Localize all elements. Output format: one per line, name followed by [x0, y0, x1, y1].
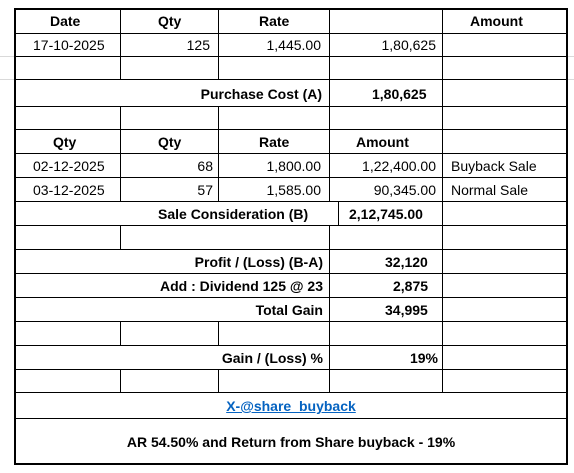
col-line: [120, 106, 121, 129]
twitter-handle-link[interactable]: X-@share_buyback: [226, 398, 356, 414]
col-line: [329, 56, 330, 79]
col-line: [329, 8, 330, 56]
row-line: [14, 273, 568, 274]
col-line: [218, 321, 219, 345]
sale-consideration-label: Sale Consideration (B): [158, 206, 309, 222]
row-line: [14, 321, 568, 322]
header-amount: Amount: [470, 13, 523, 29]
row-line: [14, 56, 568, 57]
col-line: [329, 249, 330, 321]
col-line: [442, 249, 443, 321]
col-line: [442, 321, 443, 345]
sale-row-qty: 68: [197, 158, 213, 174]
col-line: [442, 369, 443, 392]
total-gain-value: 34,995: [385, 302, 428, 318]
col-line: [442, 79, 443, 106]
header-rate: Rate: [259, 13, 290, 29]
sale-row-amount: 1,22,400.00: [362, 158, 436, 174]
col-line: [442, 345, 443, 369]
gain-pct-value: 19%: [409, 350, 438, 366]
sale-header-qty: Qty: [158, 134, 182, 150]
row-line: [14, 225, 568, 226]
row-line: [14, 79, 568, 80]
col-line: [120, 225, 121, 249]
sale-header-rate: Rate: [259, 134, 290, 150]
col-line: [338, 201, 339, 225]
sale-row-note: Buyback Sale: [451, 158, 537, 174]
row-line: [14, 153, 568, 154]
col-line: [442, 129, 443, 201]
sale-row-rate: 1,800.00: [266, 158, 322, 174]
col-line: [329, 369, 330, 392]
dividend-value: 2,875: [393, 278, 429, 294]
row-line: [14, 392, 568, 393]
row-line: [14, 106, 568, 107]
col-line: [442, 56, 443, 79]
purchase-rate: 1,445.00: [266, 37, 322, 53]
col-line: [120, 321, 121, 345]
row-line: [14, 129, 568, 130]
row-line: [14, 249, 568, 250]
purchase-qty: 125: [186, 37, 210, 53]
col-line: [442, 225, 443, 249]
footer-note: AR 54.50% and Return from Share buyback …: [126, 434, 456, 450]
gridline: [0, 56, 14, 57]
col-line: [442, 106, 443, 129]
sale-row-note: Normal Sale: [451, 182, 529, 198]
border-left: [14, 8, 16, 465]
border-right: [566, 8, 568, 465]
border-top: [14, 8, 568, 10]
gridline: [0, 79, 14, 80]
profit-label: Profit / (Loss) (B-A): [194, 254, 323, 270]
purchase-cost-value: 1,80,625: [372, 86, 427, 102]
col-line: [329, 225, 330, 249]
col-line: [218, 106, 219, 129]
row-line: [14, 177, 568, 178]
col-line: [329, 321, 330, 345]
sale-row-amount: 90,345.00: [373, 182, 436, 198]
col-line: [329, 106, 330, 129]
sale-consideration-value: 2,12,745.00: [349, 206, 423, 222]
purchase-amount: 1,80,625: [381, 37, 437, 53]
dividend-label: Add : Dividend 125 @ 23: [159, 278, 323, 294]
col-line: [329, 129, 330, 201]
sale-row-date: 03-12-2025: [33, 182, 105, 198]
col-line: [442, 8, 443, 56]
header-qty: Qty: [158, 13, 182, 29]
gain-pct-label: Gain / (Loss) %: [221, 350, 323, 366]
purchase-cost-label: Purchase Cost (A): [200, 86, 322, 102]
sale-header-amount: Amount: [356, 134, 409, 150]
sale-row-date: 02-12-2025: [33, 158, 105, 174]
col-line: [218, 56, 219, 79]
row-line: [14, 201, 568, 202]
col-line: [329, 79, 330, 106]
col-line: [120, 369, 121, 392]
col-line: [120, 129, 121, 201]
row-line: [14, 345, 568, 346]
col-line: [442, 201, 443, 225]
col-line: [120, 56, 121, 79]
total-gain-label: Total Gain: [255, 302, 323, 318]
col-line: [329, 345, 330, 369]
row-line: [14, 33, 568, 34]
col-line: [120, 8, 121, 56]
header-date: Date: [50, 13, 81, 29]
col-line: [218, 369, 219, 392]
row-line: [14, 418, 568, 419]
col-line: [218, 129, 219, 201]
row-line: [14, 369, 568, 370]
profit-value: 32,120: [385, 254, 428, 270]
sale-row-rate: 1,585.00: [266, 182, 322, 198]
row-line: [14, 297, 568, 298]
sale-header-col1: Qty: [53, 134, 77, 150]
col-line: [218, 8, 219, 56]
border-bottom: [14, 463, 568, 465]
sale-row-qty: 57: [197, 182, 213, 198]
purchase-date: 17-10-2025: [33, 37, 105, 53]
